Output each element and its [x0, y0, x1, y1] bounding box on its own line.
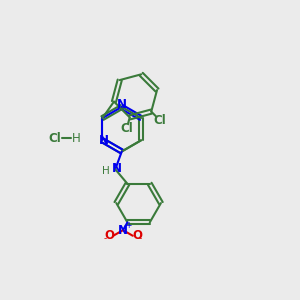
- Text: Cl: Cl: [120, 122, 133, 135]
- Text: O: O: [104, 229, 114, 242]
- Text: O: O: [132, 229, 142, 242]
- Text: H: H: [72, 132, 81, 145]
- Text: -: -: [139, 234, 142, 243]
- Text: Cl: Cl: [153, 113, 166, 127]
- Text: Cl: Cl: [49, 132, 61, 145]
- Text: N: N: [99, 134, 109, 147]
- Text: N: N: [118, 224, 128, 237]
- Text: N: N: [117, 98, 127, 111]
- Text: +: +: [125, 221, 131, 230]
- Text: H: H: [103, 166, 110, 176]
- Text: N: N: [112, 162, 122, 175]
- Text: -: -: [104, 234, 107, 243]
